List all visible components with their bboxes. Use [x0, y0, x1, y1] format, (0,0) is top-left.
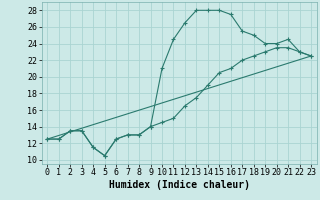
X-axis label: Humidex (Indice chaleur): Humidex (Indice chaleur): [109, 180, 250, 190]
